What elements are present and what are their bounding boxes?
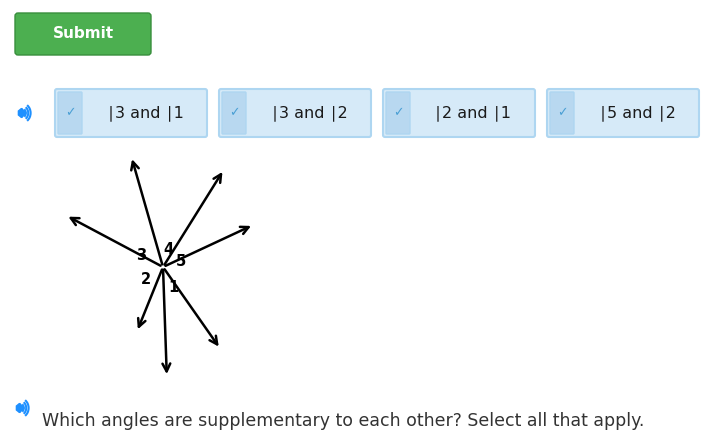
Text: ✓: ✓ bbox=[229, 107, 239, 120]
FancyBboxPatch shape bbox=[58, 92, 82, 134]
Polygon shape bbox=[20, 403, 24, 413]
Polygon shape bbox=[17, 403, 20, 413]
Text: ∣3 and ∣2: ∣3 and ∣2 bbox=[270, 105, 347, 121]
Polygon shape bbox=[18, 108, 22, 118]
Polygon shape bbox=[22, 108, 26, 118]
FancyBboxPatch shape bbox=[15, 13, 151, 55]
Text: ∣2 and ∣1: ∣2 and ∣1 bbox=[434, 105, 512, 121]
FancyBboxPatch shape bbox=[547, 89, 699, 137]
Text: ✓: ✓ bbox=[557, 107, 567, 120]
Text: Which angles are supplementary to each other? Select all that apply.: Which angles are supplementary to each o… bbox=[42, 412, 645, 430]
Text: 5: 5 bbox=[176, 255, 186, 270]
FancyBboxPatch shape bbox=[222, 92, 246, 134]
Text: 2: 2 bbox=[141, 273, 151, 288]
Text: Submit: Submit bbox=[52, 27, 114, 42]
Text: 3: 3 bbox=[136, 248, 146, 262]
Text: 1: 1 bbox=[168, 280, 178, 295]
FancyBboxPatch shape bbox=[386, 92, 410, 134]
Text: ∣3 and ∣1: ∣3 and ∣1 bbox=[107, 105, 183, 121]
Text: ✓: ✓ bbox=[65, 107, 75, 120]
FancyBboxPatch shape bbox=[383, 89, 535, 137]
FancyBboxPatch shape bbox=[550, 92, 574, 134]
Text: ∣5 and ∣2: ∣5 and ∣2 bbox=[599, 105, 676, 121]
FancyBboxPatch shape bbox=[55, 89, 207, 137]
FancyBboxPatch shape bbox=[219, 89, 371, 137]
Text: ✓: ✓ bbox=[393, 107, 403, 120]
Text: 4: 4 bbox=[163, 243, 173, 258]
